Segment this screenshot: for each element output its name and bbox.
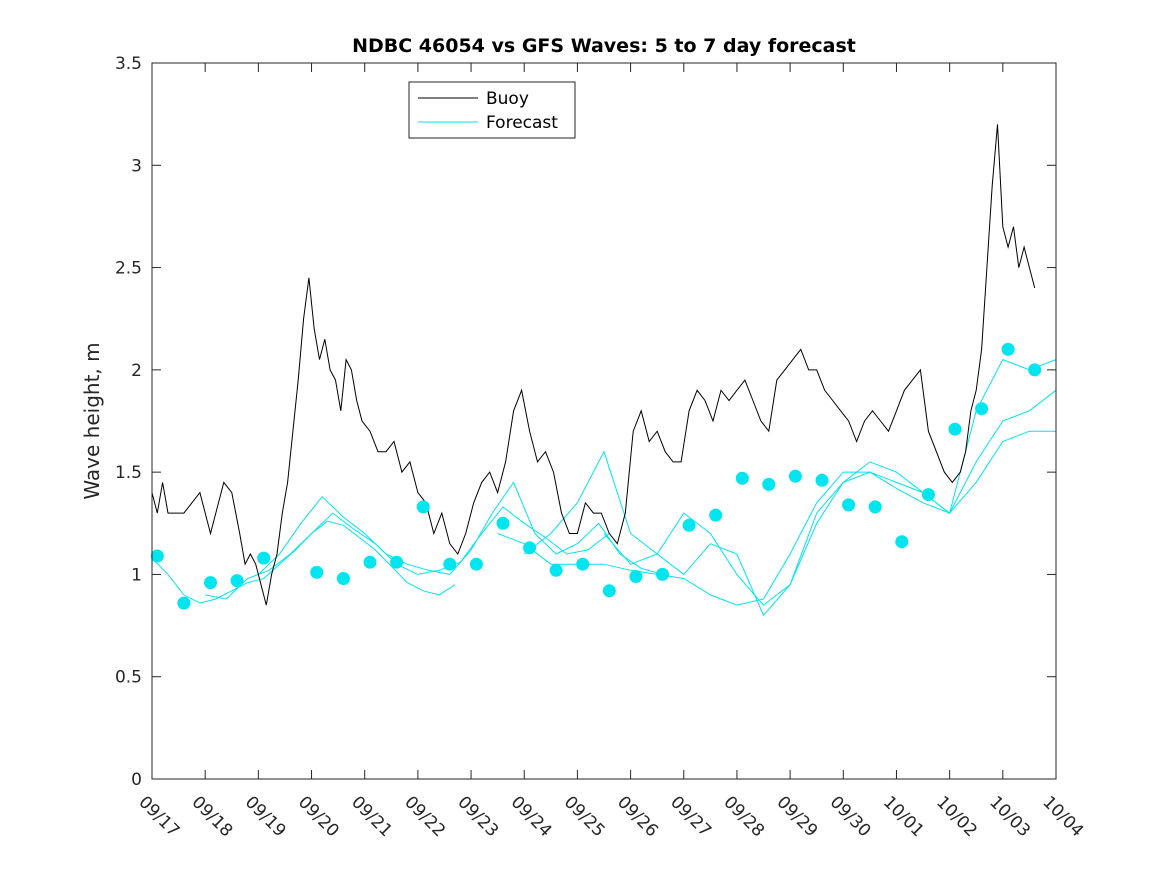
forecast-line-6 xyxy=(603,358,1057,617)
forecast-marker xyxy=(762,477,776,491)
plot-background xyxy=(152,63,1056,779)
forecast-marker xyxy=(842,498,856,512)
forecast-line-3 xyxy=(258,481,663,575)
forecast-markers xyxy=(150,342,1042,610)
y-tick-label: 2 xyxy=(131,361,142,381)
forecast-marker xyxy=(416,500,430,514)
forecast-marker xyxy=(815,473,829,487)
y-tick-label: 0.5 xyxy=(115,668,142,688)
buoy-line-group xyxy=(151,124,1036,606)
forecast-marker xyxy=(549,563,563,577)
forecast-line-4 xyxy=(497,430,1056,606)
forecast-marker xyxy=(629,570,643,583)
forecast-marker xyxy=(602,584,616,598)
forecast-marker xyxy=(204,576,217,590)
y-tick-label: 2.5 xyxy=(115,259,142,279)
forecast-marker xyxy=(1001,342,1015,356)
chart-title: NDBC 46054 vs GFS Waves: 5 to 7 day fore… xyxy=(352,35,856,57)
forecast-marker xyxy=(788,469,802,483)
forecast-marker xyxy=(895,535,909,549)
forecast-marker xyxy=(709,508,723,522)
forecast-marker xyxy=(363,555,377,569)
legend-buoy-label: Buoy xyxy=(486,89,529,109)
forecast-marker xyxy=(656,567,669,581)
forecast-marker xyxy=(310,565,324,579)
forecast-marker xyxy=(177,596,191,610)
legend-box xyxy=(408,81,576,139)
forecast-marker xyxy=(868,500,882,514)
legend-forecast-label: Forecast xyxy=(486,113,558,133)
forecast-marker xyxy=(1028,363,1042,377)
forecast-marker xyxy=(682,518,696,532)
plot-area xyxy=(152,63,1056,779)
forecast-lines xyxy=(151,358,1057,617)
y-tick-label: 1.5 xyxy=(115,463,142,483)
forecast-marker xyxy=(390,555,404,569)
forecast-marker xyxy=(336,572,350,585)
forecast-marker xyxy=(443,557,457,571)
forecast-marker xyxy=(496,516,510,530)
forecast-marker xyxy=(948,422,962,436)
y-tick-label: 1 xyxy=(131,565,142,585)
forecast-marker xyxy=(576,557,590,571)
buoy-line xyxy=(151,124,1036,606)
forecast-marker xyxy=(469,557,483,571)
y-axis-label: Wave height, m xyxy=(80,342,104,499)
y-tick-label: 3 xyxy=(131,156,142,176)
forecast-marker xyxy=(921,488,935,502)
forecast-marker xyxy=(150,549,164,563)
forecast-marker xyxy=(523,541,537,555)
forecast-marker xyxy=(230,574,244,588)
axes-box xyxy=(151,62,1057,780)
forecast-marker xyxy=(975,402,989,416)
y-tick-label: 3.5 xyxy=(115,54,142,74)
y-tick-label: 0 xyxy=(131,770,142,790)
legend: Buoy Forecast xyxy=(408,81,576,139)
forecast-line-2 xyxy=(205,506,610,600)
forecast-marker xyxy=(735,471,749,485)
forecast-marker xyxy=(257,551,271,565)
